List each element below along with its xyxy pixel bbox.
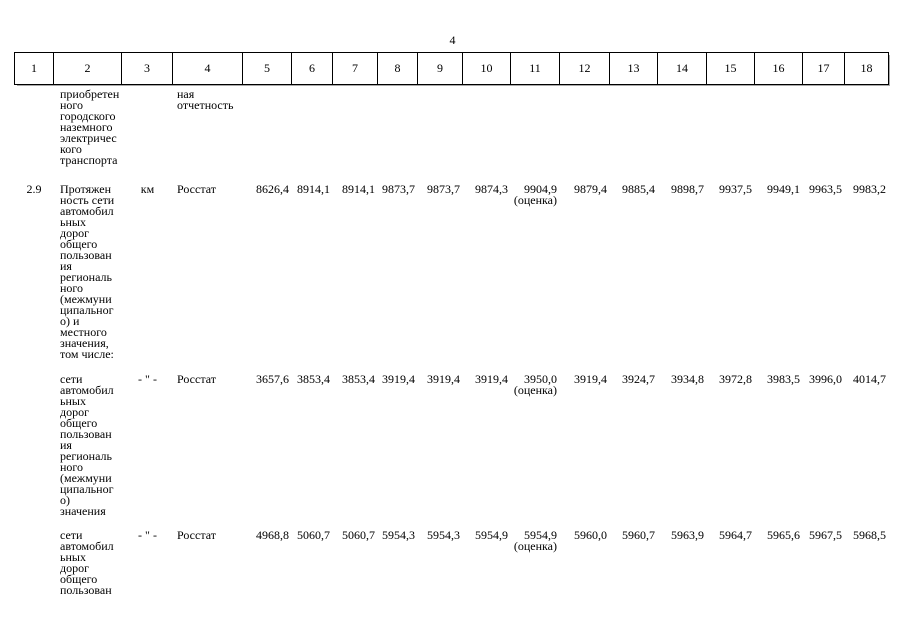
unit-cell: - " - [138,372,157,386]
table-header-row: 1 2 3 4 5 6 7 8 9 10 11 12 13 14 15 16 17 18 [14,52,889,85]
column-number-cell: 17 [803,52,845,85]
row-number-cell [14,374,54,517]
value-cell: 3983,5 [767,372,800,386]
row-number-cell: 2.9 [26,182,42,196]
source-cell: Росстат [177,372,216,386]
value-cell: 3657,6 [256,372,289,386]
value-cell: 9963,5 [809,182,842,196]
value-cell [658,89,707,166]
value-cell: 5954,3 [427,528,460,542]
value-cell: 5960,0 [574,528,607,542]
value-cell: 9904,9 (оценка) [513,182,557,207]
value-cell: 8914,1 [297,182,330,196]
value-cell: 9874,3 [475,182,508,196]
value-cell: 4014,7 [853,372,886,386]
source-cell: Росстат [177,182,216,196]
value-cell: 9898,7 [671,182,704,196]
value-cell: 5954,3 [382,528,415,542]
value-cell: 3919,4 [574,372,607,386]
column-number-cell: 13 [610,52,658,85]
value-cell: 3919,4 [475,372,508,386]
value-cell [463,89,511,166]
value-cell: 5964,7 [719,528,752,542]
column-number-cell: 5 [243,52,292,85]
column-number-cell: 14 [658,52,707,85]
value-cell [755,89,803,166]
value-cell: 5954,9 [475,528,508,542]
indicator-name-cell: сети автомобил ьных дорог общего пользов… [60,372,114,518]
column-number-cell: 12 [560,52,610,85]
source-cell: Росстат [177,528,216,542]
column-number-cell: 4 [173,52,243,85]
value-cell: 3919,4 [382,372,415,386]
value-cell: 5060,7 [342,528,375,542]
value-cell: 3853,4 [342,372,375,386]
value-cell: 8626,4 [256,182,289,196]
value-cell [610,89,658,166]
indicator-name-cell: приобретен ного городского наземного эле… [60,87,120,167]
table-row: приобретен ного городского наземного эле… [14,87,889,167]
value-cell: 5960,7 [622,528,655,542]
table-row: сети автомобил ьных дорог общего пользов… [14,372,889,518]
unit-cell [122,89,173,166]
row-number-cell [14,89,54,166]
value-cell: 3950,0 (оценка) [513,372,557,397]
value-cell: 3972,8 [719,372,752,386]
value-cell: 5967,5 [809,528,842,542]
value-cell [243,89,292,166]
value-cell: 9983,2 [853,182,886,196]
unit-cell: - " - [138,528,157,542]
column-number-cell: 16 [755,52,803,85]
value-cell [418,89,463,166]
value-cell: 5954,9 (оценка) [513,528,557,553]
value-cell: 5963,9 [671,528,704,542]
page-number: 4 [449,33,456,47]
value-cell: 4968,8 [256,528,289,542]
value-cell [511,89,560,166]
value-cell [707,89,755,166]
column-number-cell: 1 [14,52,54,85]
value-cell: 3919,4 [427,372,460,386]
value-cell [803,89,845,166]
value-cell: 8914,1 [342,182,375,196]
value-cell: 9937,5 [719,182,752,196]
column-number-cell: 2 [54,52,122,85]
value-cell [560,89,610,166]
value-cell [845,89,889,166]
column-number-cell: 8 [378,52,418,85]
value-cell [378,89,418,166]
value-cell: 9949,1 [767,182,800,196]
column-number-cell: 7 [333,52,378,85]
unit-cell: км [140,182,155,196]
column-number-cell: 9 [418,52,463,85]
column-number-cell: 10 [463,52,511,85]
value-cell: 9879,4 [574,182,607,196]
value-cell: 3934,8 [671,372,704,386]
value-cell [292,89,333,166]
value-cell: 9873,7 [382,182,415,196]
source-cell: ная отчетность [177,87,234,112]
value-cell: 9885,4 [622,182,655,196]
table-row: сети автомобил ьных дорог общего пользов… [14,528,889,597]
column-number-cell: 11 [511,52,560,85]
value-cell: 5965,6 [767,528,800,542]
column-number-cell: 15 [707,52,755,85]
column-number-cell: 3 [122,52,173,85]
value-cell: 3924,7 [622,372,655,386]
indicator-name-cell: сети автомобил ьных дорог общего пользов… [60,528,114,597]
table-row: 2.9 Протяжен ность сети автомобил ьных до… [14,182,889,361]
value-cell: 3996,0 [809,372,842,386]
value-cell: 5968,5 [853,528,886,542]
value-cell: 3853,4 [297,372,330,386]
value-cell [333,89,378,166]
column-number-cell: 18 [845,52,889,85]
value-cell: 9873,7 [427,182,460,196]
column-number-cell: 6 [292,52,333,85]
indicator-name-cell: Протяжен ность сети автомобил ьных дорог… [60,182,115,361]
value-cell: 5060,7 [297,528,330,542]
row-number-cell [14,530,54,596]
